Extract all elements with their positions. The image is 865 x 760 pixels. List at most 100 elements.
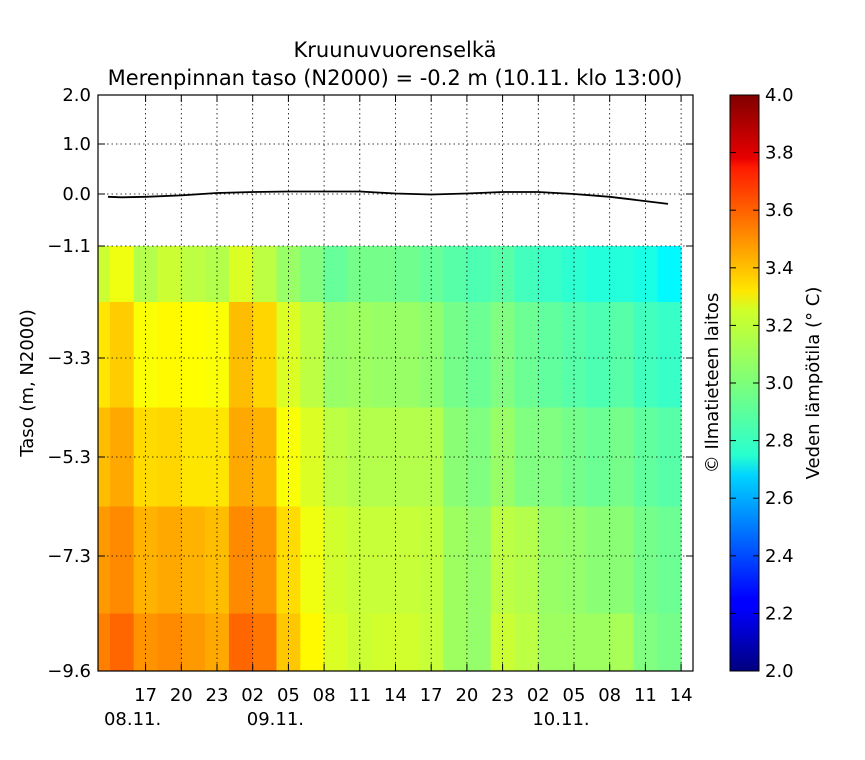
heatmap-cell	[109, 302, 135, 409]
heatmap-cell	[657, 506, 682, 615]
heatmap-cell	[109, 613, 135, 671]
y-tick-label: 2.0	[62, 85, 91, 106]
heatmap-cell	[181, 613, 206, 671]
colorbar-tick-label: 2.8	[765, 431, 794, 452]
x-tick-label: 17	[420, 685, 443, 706]
heatmap-cell	[300, 506, 325, 615]
heatmap-cell	[395, 407, 420, 508]
heatmap-cell	[324, 613, 349, 671]
heatmap-cell	[228, 613, 254, 671]
heatmap-cell	[490, 613, 516, 671]
heatmap-cell	[300, 246, 325, 303]
heatmap-cell	[585, 302, 611, 409]
heatmap-cell	[395, 246, 420, 303]
heatmap-cell	[514, 613, 539, 671]
heatmap-cell	[490, 506, 516, 615]
heatmap-cell	[300, 407, 325, 508]
heatmap-cell	[585, 613, 611, 671]
heatmap-cell	[633, 302, 658, 409]
heatmap-cell	[419, 302, 444, 409]
heatmap-cell	[98, 613, 111, 671]
heatmap-cell	[371, 506, 397, 615]
heatmap-cell	[98, 506, 111, 615]
y-tick-label: −1.1	[47, 236, 91, 257]
heatmap-cell	[562, 613, 587, 671]
heatmap-cell	[538, 613, 563, 671]
heatmap-cell	[419, 506, 444, 615]
heatmap-cell	[98, 246, 111, 303]
heatmap-cell	[657, 246, 682, 303]
heatmap-cell	[657, 613, 682, 671]
heatmap-cell	[633, 613, 658, 671]
heatmap-cell	[419, 613, 444, 671]
heatmap-cell	[633, 506, 658, 615]
heatmap-cell	[228, 506, 254, 615]
heatmap-cell	[252, 302, 278, 409]
heatmap-cell	[109, 506, 135, 615]
heatmap-cell	[300, 613, 325, 671]
heatmap-cell	[395, 302, 420, 409]
heatmap-cell	[490, 302, 516, 409]
heatmap-cell	[538, 506, 563, 615]
heatmap-cell	[276, 506, 301, 615]
heatmap-cell	[395, 613, 420, 671]
colorbar-tick-label: 4.0	[765, 85, 794, 106]
x-date-label: 10.11.	[532, 709, 589, 730]
heatmap-cell	[514, 246, 539, 303]
y-tick-label: 0.0	[62, 184, 91, 205]
copyright-text: © Ilmatieteen laitos	[702, 293, 723, 474]
y-tick-label: 1.0	[62, 134, 91, 155]
x-tick-label: 20	[455, 685, 478, 706]
heatmap-cell	[443, 246, 468, 303]
chart-subtitle: Merenpinnan taso (N2000) = -0.2 m (10.11…	[108, 66, 683, 90]
y-tick-label: −7.3	[47, 546, 91, 567]
heatmap-cell	[181, 302, 206, 409]
heatmap-cell	[609, 246, 635, 303]
x-tick-label: 05	[563, 685, 586, 706]
colorbar-tick-label: 3.2	[765, 315, 794, 336]
heatmap-cell	[443, 613, 468, 671]
heatmap-cell	[133, 613, 159, 671]
x-tick-label: 17	[134, 685, 157, 706]
x-tick-label: 05	[277, 685, 300, 706]
heatmap-cell	[347, 302, 373, 409]
heatmap-cell	[514, 506, 539, 615]
colorbar-tick-label: 2.0	[765, 661, 794, 682]
heatmap-cell	[371, 302, 397, 409]
heatmap-cell	[466, 613, 492, 671]
heatmap-cell	[181, 246, 206, 303]
x-tick-label: 23	[491, 685, 514, 706]
heatmap-cell	[466, 302, 492, 409]
heatmap-cell	[324, 302, 349, 409]
chart-title: Kruunuvuorenselkä	[294, 38, 497, 62]
x-date-label: 09.11.	[247, 709, 304, 730]
heatmap-cell	[205, 613, 230, 671]
colorbar-tick-label: 2.4	[765, 546, 794, 567]
heatmap-cell	[98, 302, 111, 409]
heatmap-cell	[609, 613, 635, 671]
heatmap-cell	[252, 246, 278, 303]
heatmap-cell	[157, 246, 182, 303]
heatmap-cell	[466, 246, 492, 303]
heatmap-cell	[371, 613, 397, 671]
heatmap-cell	[562, 506, 587, 615]
colorbar-tick-label: 3.6	[765, 200, 794, 221]
heatmap-cell	[276, 302, 301, 409]
heatmap-cell	[443, 302, 468, 409]
heatmap-cell	[228, 302, 254, 409]
x-tick-label: 08	[313, 685, 336, 706]
colorbar-ticks: 2.0 2.2 2.4 2.6 2.8 3.0 3.2 3.4 3.6 3.8 4.0	[730, 85, 794, 682]
heatmap-cell	[133, 506, 159, 615]
x-tick-label: 02	[527, 685, 550, 706]
x-tick-label: 11	[348, 685, 371, 706]
y-tick-label: −3.3	[47, 348, 91, 369]
x-tick-label: 08	[598, 685, 621, 706]
colorbar-tick-label: 3.0	[765, 373, 794, 394]
temperature-heatmap	[98, 246, 682, 671]
heatmap-cell	[157, 506, 182, 615]
heatmap-cell	[538, 246, 563, 303]
heatmap-cell	[324, 246, 349, 303]
heatmap-cell	[157, 613, 182, 671]
y-axis-label: Taso (m, N2000)	[17, 309, 38, 457]
heatmap-cell	[466, 506, 492, 615]
